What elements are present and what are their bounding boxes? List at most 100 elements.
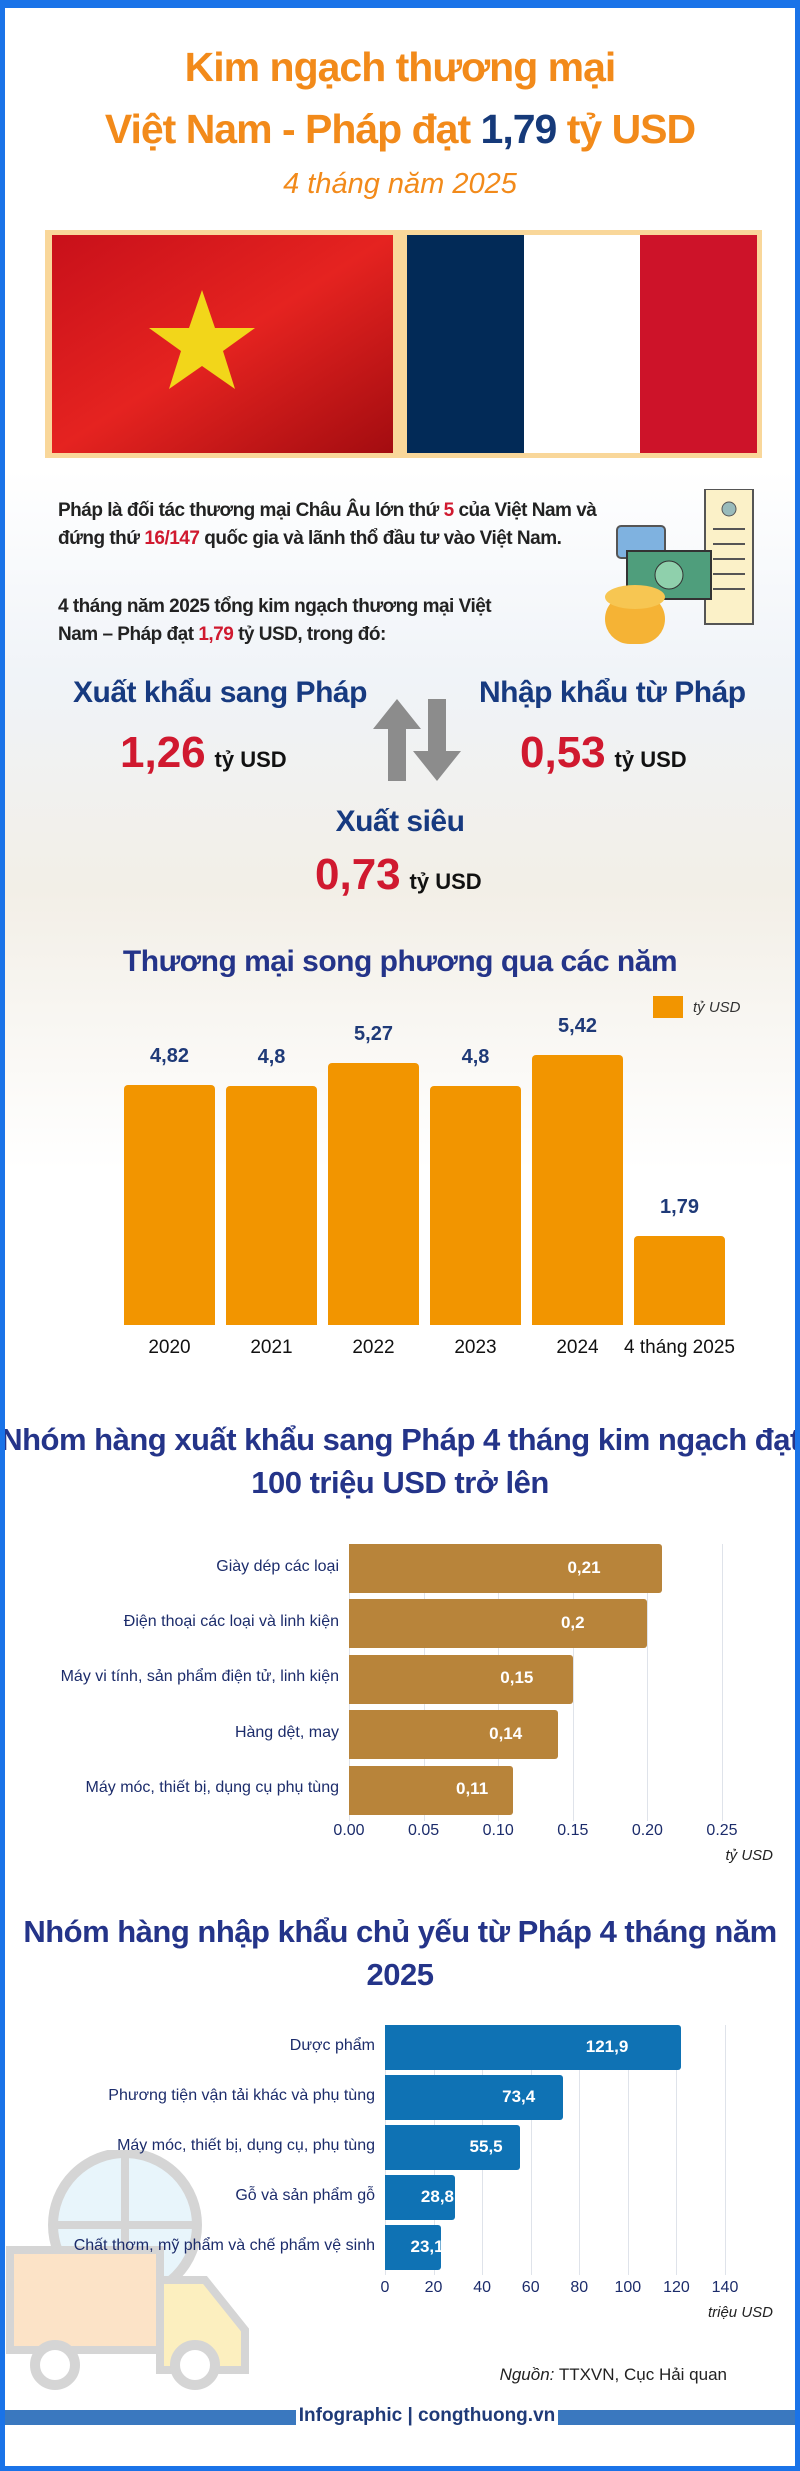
subtitle: 4 tháng năm 2025 — [283, 168, 517, 200]
surplus-unit: tỷ USD — [409, 869, 482, 894]
bar — [634, 1235, 725, 1325]
gridline — [722, 1544, 723, 1821]
bar-value-label: 28,8 — [420, 2186, 454, 2206]
chart2-title: Nhóm hàng xuất khẩu sang Pháp 4 tháng ki… — [0, 1422, 800, 1500]
money-icon — [605, 489, 754, 644]
bar-value-label: 0,21 — [567, 1557, 601, 1577]
footer-bar-left — [5, 2410, 296, 2425]
x-tick-label: 0.10 — [482, 1822, 514, 1839]
gridline — [349, 1544, 350, 1821]
chart1-legend: tỷ USD — [653, 996, 741, 1018]
category-label: Máy vi tính, sản phẩm điện tử, linh kiện — [60, 1668, 339, 1686]
bar — [349, 1544, 663, 1593]
surplus-label: Xuất siêu — [335, 805, 465, 838]
bar-value-label: 0,2 — [560, 1612, 585, 1632]
category-label: Gỗ và sản phẩm gỗ — [235, 2186, 375, 2204]
title-line2: Việt Nam - Pháp đạt 1,79 tỷ USD — [0, 106, 800, 153]
gridline — [385, 2025, 386, 2275]
gridline — [433, 2025, 435, 2275]
bar-value-label: 23,1 — [410, 2236, 444, 2256]
x-axis-label: tỷ USD — [725, 1847, 773, 1864]
globe-truck-icon — [6, 2150, 249, 2390]
title-unit: tỷ USD — [556, 106, 696, 152]
x-tick-label: 40 — [473, 2279, 492, 2296]
footer-brand: Infographic | congthuong.vn — [298, 2405, 556, 2426]
bar-value-label: 73,4 — [502, 2086, 536, 2106]
chart3-title: Nhóm hàng nhập khẩu chủ yếu từ Pháp 4 th… — [23, 1914, 777, 1992]
import-value: 0,53 — [520, 728, 606, 777]
trade-arrows-icon — [373, 699, 461, 781]
category-label: Dược phẩm — [289, 2036, 375, 2054]
category-label: Giày dép các loại — [216, 1557, 339, 1575]
bar — [385, 2075, 564, 2120]
title-text: Việt Nam - Pháp đạt — [104, 106, 481, 152]
gridline — [530, 2025, 532, 2275]
bar — [349, 1654, 573, 1704]
bar — [349, 1710, 558, 1760]
title-value: 1,79 — [480, 106, 558, 152]
import-unit: tỷ USD — [614, 747, 687, 772]
star-icon — [149, 290, 255, 389]
gridline — [482, 2025, 484, 2275]
bar-value-label: 0,11 — [456, 1779, 489, 1799]
x-tick-label: 0.20 — [631, 1822, 663, 1839]
bar — [385, 2025, 682, 2070]
bar — [349, 1765, 514, 1815]
flags-panel — [45, 230, 762, 458]
category-label: Máy móc, thiết bị, dụng cụ phụ tùng — [85, 1779, 339, 1797]
x-tick-label: 4 tháng 2025 — [624, 1337, 735, 1358]
chart1-title: Thương mại song phương qua các năm — [122, 945, 678, 978]
bar — [385, 2175, 455, 2220]
legend-swatch — [653, 996, 683, 1018]
bar-value-label: 1,79 — [660, 1195, 699, 1218]
import-label: Nhập khẩu từ Pháp — [479, 676, 746, 709]
x-tick-label: 2022 — [352, 1337, 395, 1358]
export-unit: tỷ USD — [214, 747, 287, 772]
x-tick-label: 2024 — [556, 1337, 599, 1358]
export-label: Xuất khẩu sang Pháp — [73, 676, 367, 709]
gridline — [498, 1544, 500, 1821]
gridline — [572, 1544, 574, 1821]
legend-label: tỷ USD — [693, 998, 741, 1016]
intro-paragraph-1: Pháp là đối tác thương mại Châu Âu lớn t… — [58, 500, 597, 549]
export-figure: 1,26 tỷ USD — [120, 728, 287, 778]
bar — [349, 1599, 648, 1649]
x-tick-label: 80 — [570, 2279, 589, 2296]
x-tick-label: 0 — [380, 2279, 390, 2296]
import-figure: 0,53 tỷ USD — [520, 728, 687, 778]
x-tick-label: 120 — [663, 2279, 690, 2296]
x-tick-label: 0.25 — [706, 1822, 738, 1839]
surplus-figure: 0,73 tỷ USD — [315, 850, 482, 900]
x-tick-label: 2021 — [250, 1337, 293, 1358]
bar — [385, 2225, 442, 2270]
x-axis-label: triệu USD — [707, 2304, 773, 2321]
gridline — [647, 1544, 649, 1821]
x-tick-label: 60 — [521, 2279, 540, 2296]
bar-value-label: 0,14 — [489, 1723, 523, 1743]
x-tick-label: 100 — [614, 2279, 642, 2296]
x-tick-label: 2020 — [148, 1337, 191, 1358]
gridline — [423, 1544, 425, 1821]
bar-value-label: 121,9 — [585, 2036, 629, 2056]
category-label: Hàng dệt, may — [234, 1723, 339, 1741]
category-label: Điện thoại các loại và linh kiện — [123, 1612, 339, 1630]
x-tick-label: 0.15 — [557, 1822, 589, 1839]
france-flag — [407, 235, 758, 453]
source-text: TTXVN, Cục Hải quan — [554, 2365, 727, 2384]
source-label: Nguồn: — [499, 2365, 555, 2384]
source-note: Nguồn: TTXVN, Cục Hải quan — [500, 2365, 727, 2385]
x-tick-label: 20 — [424, 2279, 443, 2296]
export-value: 1,26 — [120, 728, 206, 777]
category-label: Phương tiện vận tải khác và phụ tùng — [108, 2086, 375, 2104]
gridline — [725, 2025, 726, 2275]
footer-bar-right — [558, 2410, 795, 2425]
x-tick-label: 0.05 — [408, 1822, 440, 1839]
intro-paragraph-2: 4 tháng năm 2025 tổng kim ngạch thương m… — [58, 596, 492, 645]
bar — [385, 2125, 520, 2170]
vietnam-flag — [52, 235, 393, 453]
x-tick-label: 140 — [711, 2279, 739, 2296]
surplus-value: 0,73 — [315, 850, 401, 899]
gridline — [676, 2025, 678, 2275]
title-line1: Kim ngạch thương mại — [184, 44, 617, 90]
gridline — [579, 2025, 581, 2275]
